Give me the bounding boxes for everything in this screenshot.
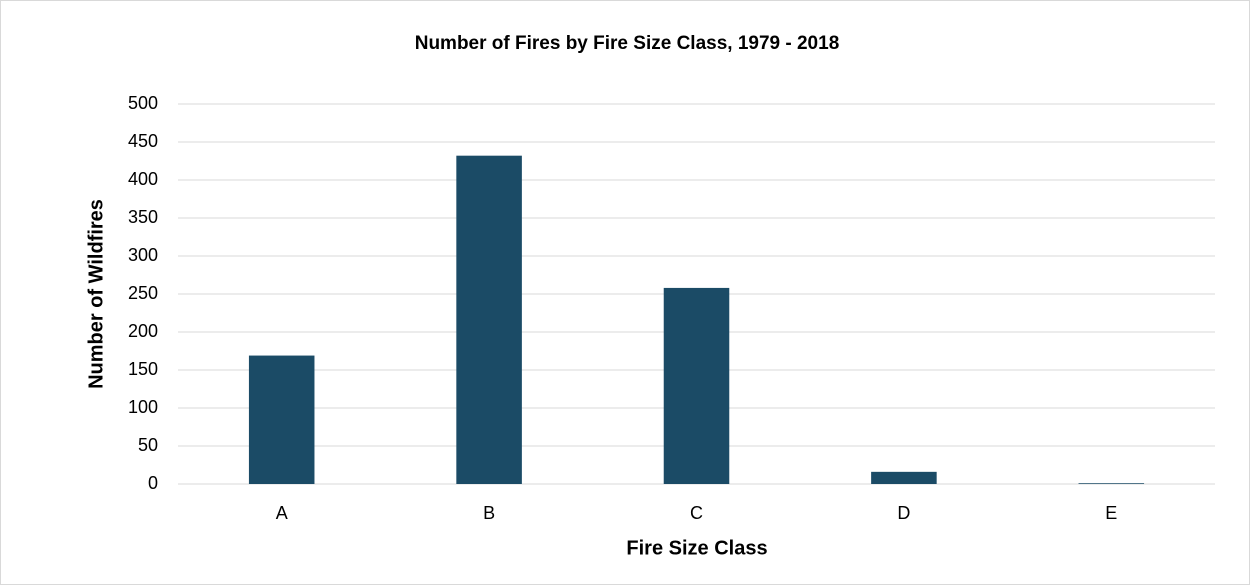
x-tick-label: C [690, 503, 703, 523]
chart-title: Number of Fires by Fire Size Class, 1979… [415, 33, 840, 54]
y-tick-label: 50 [138, 435, 158, 455]
y-tick-label: 300 [128, 245, 158, 265]
y-axis-label: Number of Wildfires [85, 199, 107, 389]
bar [1078, 483, 1145, 484]
x-tick-label: E [1105, 503, 1117, 523]
y-tick-label: 250 [128, 283, 158, 303]
bar [248, 355, 315, 484]
x-tick-label: B [483, 503, 495, 523]
y-tick-label: 0 [148, 473, 158, 493]
y-tick-label: 200 [128, 321, 158, 341]
y-tick-label: 350 [128, 207, 158, 227]
y-tick-label: 100 [128, 397, 158, 417]
x-tick-label: D [897, 503, 910, 523]
bar [871, 471, 937, 484]
x-tick-label: A [276, 503, 288, 523]
y-tick-label: 500 [128, 93, 158, 113]
x-axis-label: Fire Size Class [626, 537, 767, 559]
bar [663, 287, 730, 484]
bar [456, 155, 522, 484]
y-tick-label: 150 [128, 359, 158, 379]
y-tick-label: 450 [128, 131, 158, 151]
y-tick-label: 400 [128, 169, 158, 189]
